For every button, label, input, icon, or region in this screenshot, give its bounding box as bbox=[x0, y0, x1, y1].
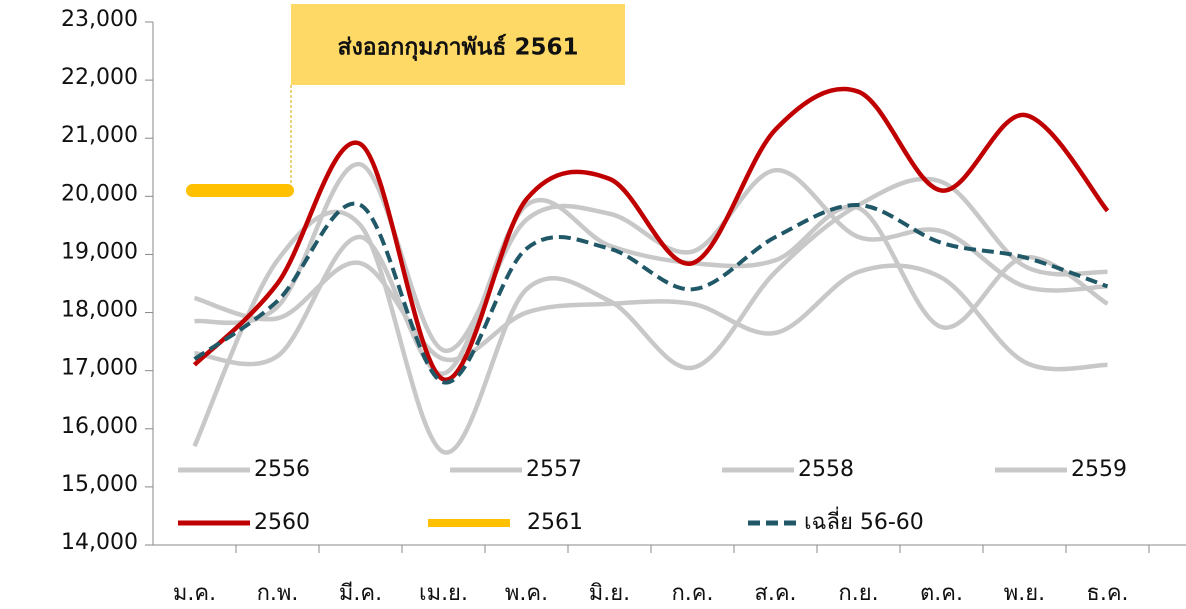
annotation-box bbox=[291, 4, 625, 85]
x-tick-label: เม.ย. bbox=[419, 581, 468, 606]
series-line bbox=[194, 162, 1108, 353]
legend-label: 2561 bbox=[527, 510, 583, 535]
x-tick-label: ก.พ. bbox=[257, 581, 299, 606]
y-tick-label: 17,000 bbox=[61, 356, 138, 381]
x-tick-label: ส.ค. bbox=[754, 581, 796, 606]
legend-label: 2560 bbox=[254, 510, 310, 535]
y-tick-label: 15,000 bbox=[61, 472, 138, 497]
legend-label: 2557 bbox=[526, 457, 582, 482]
x-tick-label: ก.ย. bbox=[838, 581, 878, 606]
series-line bbox=[192, 86, 1110, 382]
x-tick-label: พ.ค. bbox=[505, 581, 548, 606]
y-tick-label: 20,000 bbox=[61, 181, 138, 206]
x-tick-label: ธ.ค. bbox=[1086, 581, 1128, 606]
y-tick-label: 21,000 bbox=[61, 123, 138, 148]
x-tick-label: ม.ค. bbox=[173, 581, 216, 606]
x-tick-label: มี.ค. bbox=[339, 581, 382, 606]
y-tick-label: 16,000 bbox=[61, 414, 138, 439]
legend-label: เฉลี่ย 56-60 bbox=[804, 506, 924, 535]
x-tick-label: ก.ค. bbox=[671, 581, 713, 606]
legend-label: 2558 bbox=[798, 457, 854, 482]
y-tick-label: 22,000 bbox=[61, 65, 138, 90]
y-tick-label: 18,000 bbox=[61, 298, 138, 323]
x-tick-label: พ.ย. bbox=[1004, 581, 1045, 606]
y-tick-label: 19,000 bbox=[61, 239, 138, 264]
annotation: ส่งออกกุมภาพันธ์ 2561 bbox=[338, 34, 579, 62]
x-tick-label: มิ.ย. bbox=[589, 581, 630, 606]
y-tick-label: 23,000 bbox=[61, 7, 138, 32]
series-line bbox=[193, 201, 1109, 385]
series-line bbox=[194, 197, 1109, 376]
y-tick-label: 14,000 bbox=[61, 530, 138, 555]
legend-label: 2556 bbox=[254, 457, 310, 482]
series-line bbox=[193, 260, 1108, 372]
x-tick-label: ต.ค. bbox=[920, 581, 963, 606]
legend-label: 2559 bbox=[1071, 457, 1127, 482]
